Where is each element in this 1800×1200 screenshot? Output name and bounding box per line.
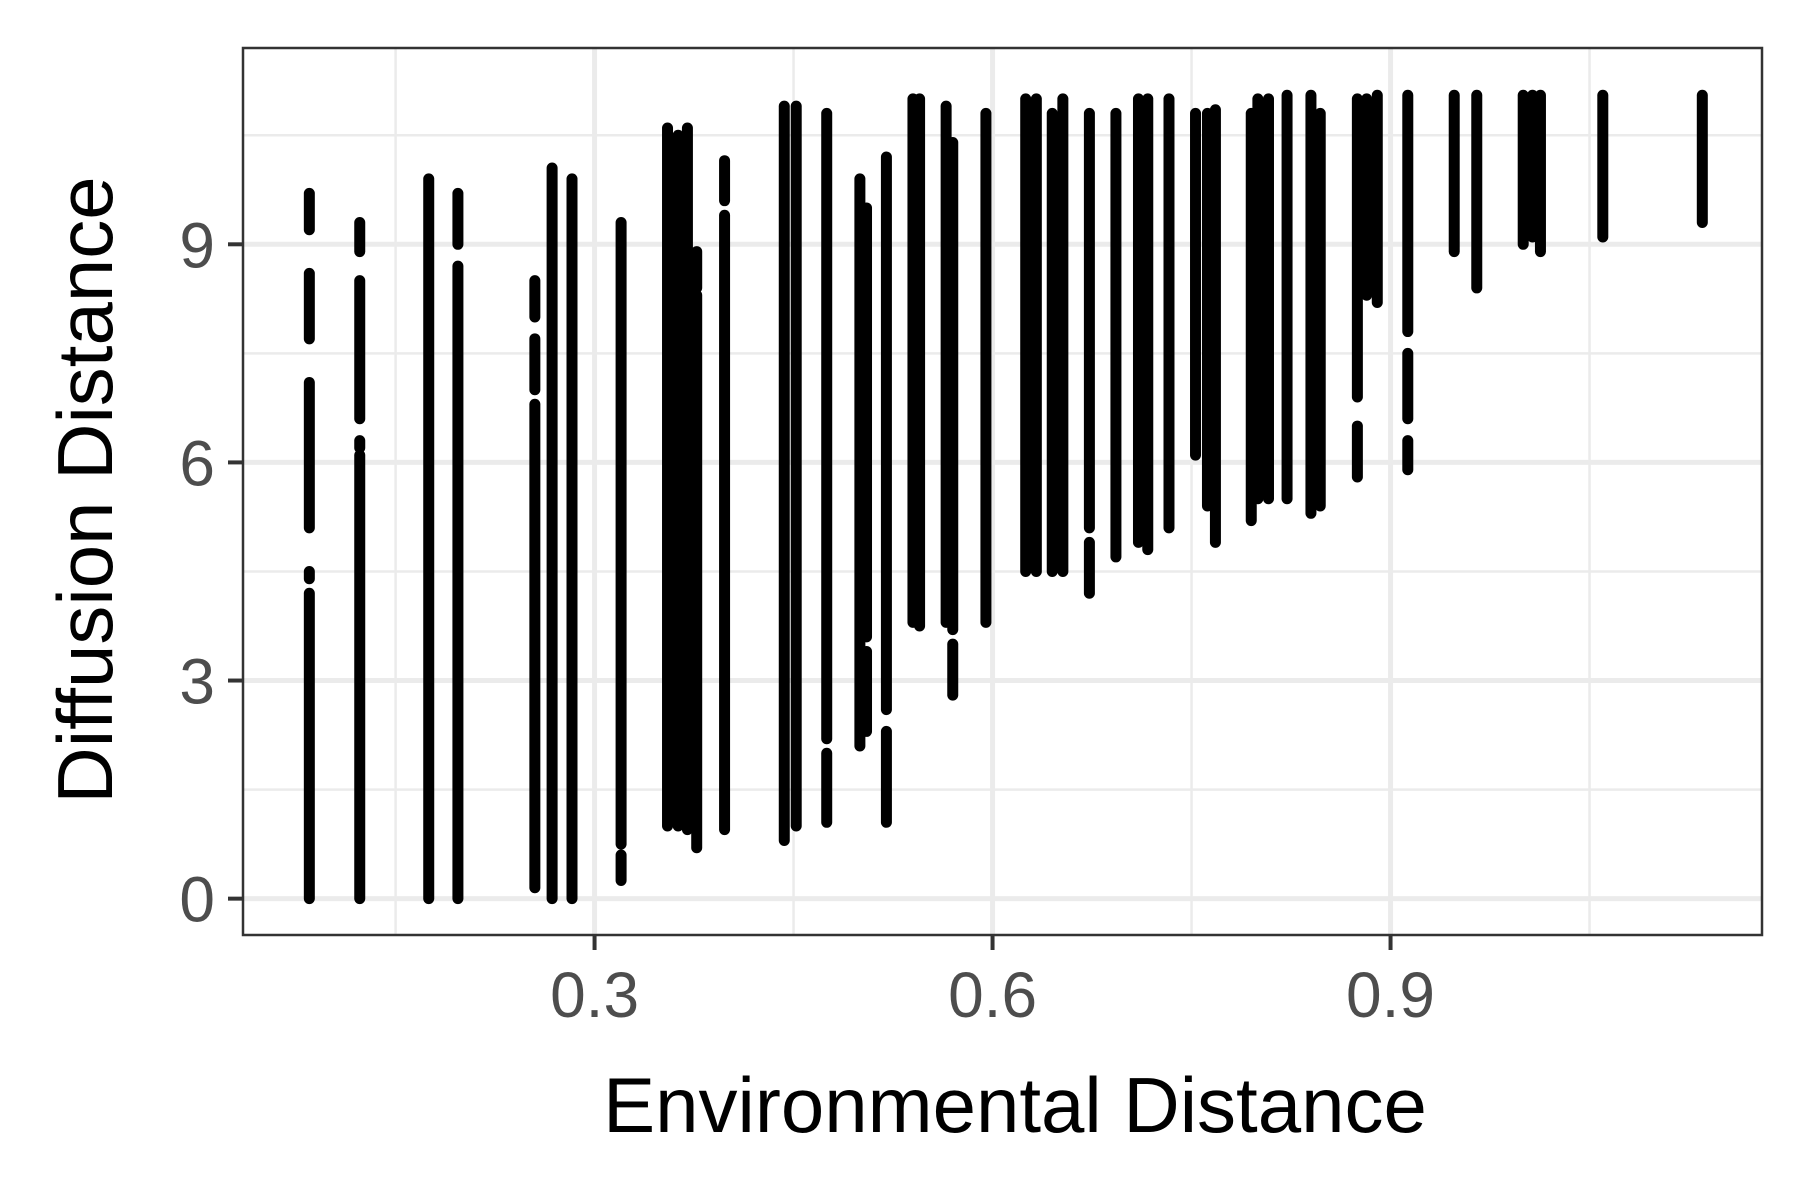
y-tick-label: 0	[179, 864, 215, 936]
panel-border	[241, 46, 1764, 937]
y-axis-title: Diffusion Distance	[41, 176, 129, 803]
major-gridlines	[243, 48, 1762, 935]
x-axis: 0.3 0.6 0.9	[550, 935, 1435, 1031]
y-axis: 0 3 6 9	[179, 209, 243, 936]
x-tick-label: 0.3	[550, 959, 639, 1031]
y-tick-label: 9	[179, 209, 215, 281]
y-tick-label: 3	[179, 646, 215, 718]
data-points	[303, 89, 1708, 905]
x-tick-label: 0.9	[1346, 959, 1435, 1031]
y-tick-label: 6	[179, 427, 215, 499]
x-axis-title: Environmental Distance	[603, 1061, 1427, 1149]
x-tick-label: 0.6	[948, 959, 1037, 1031]
